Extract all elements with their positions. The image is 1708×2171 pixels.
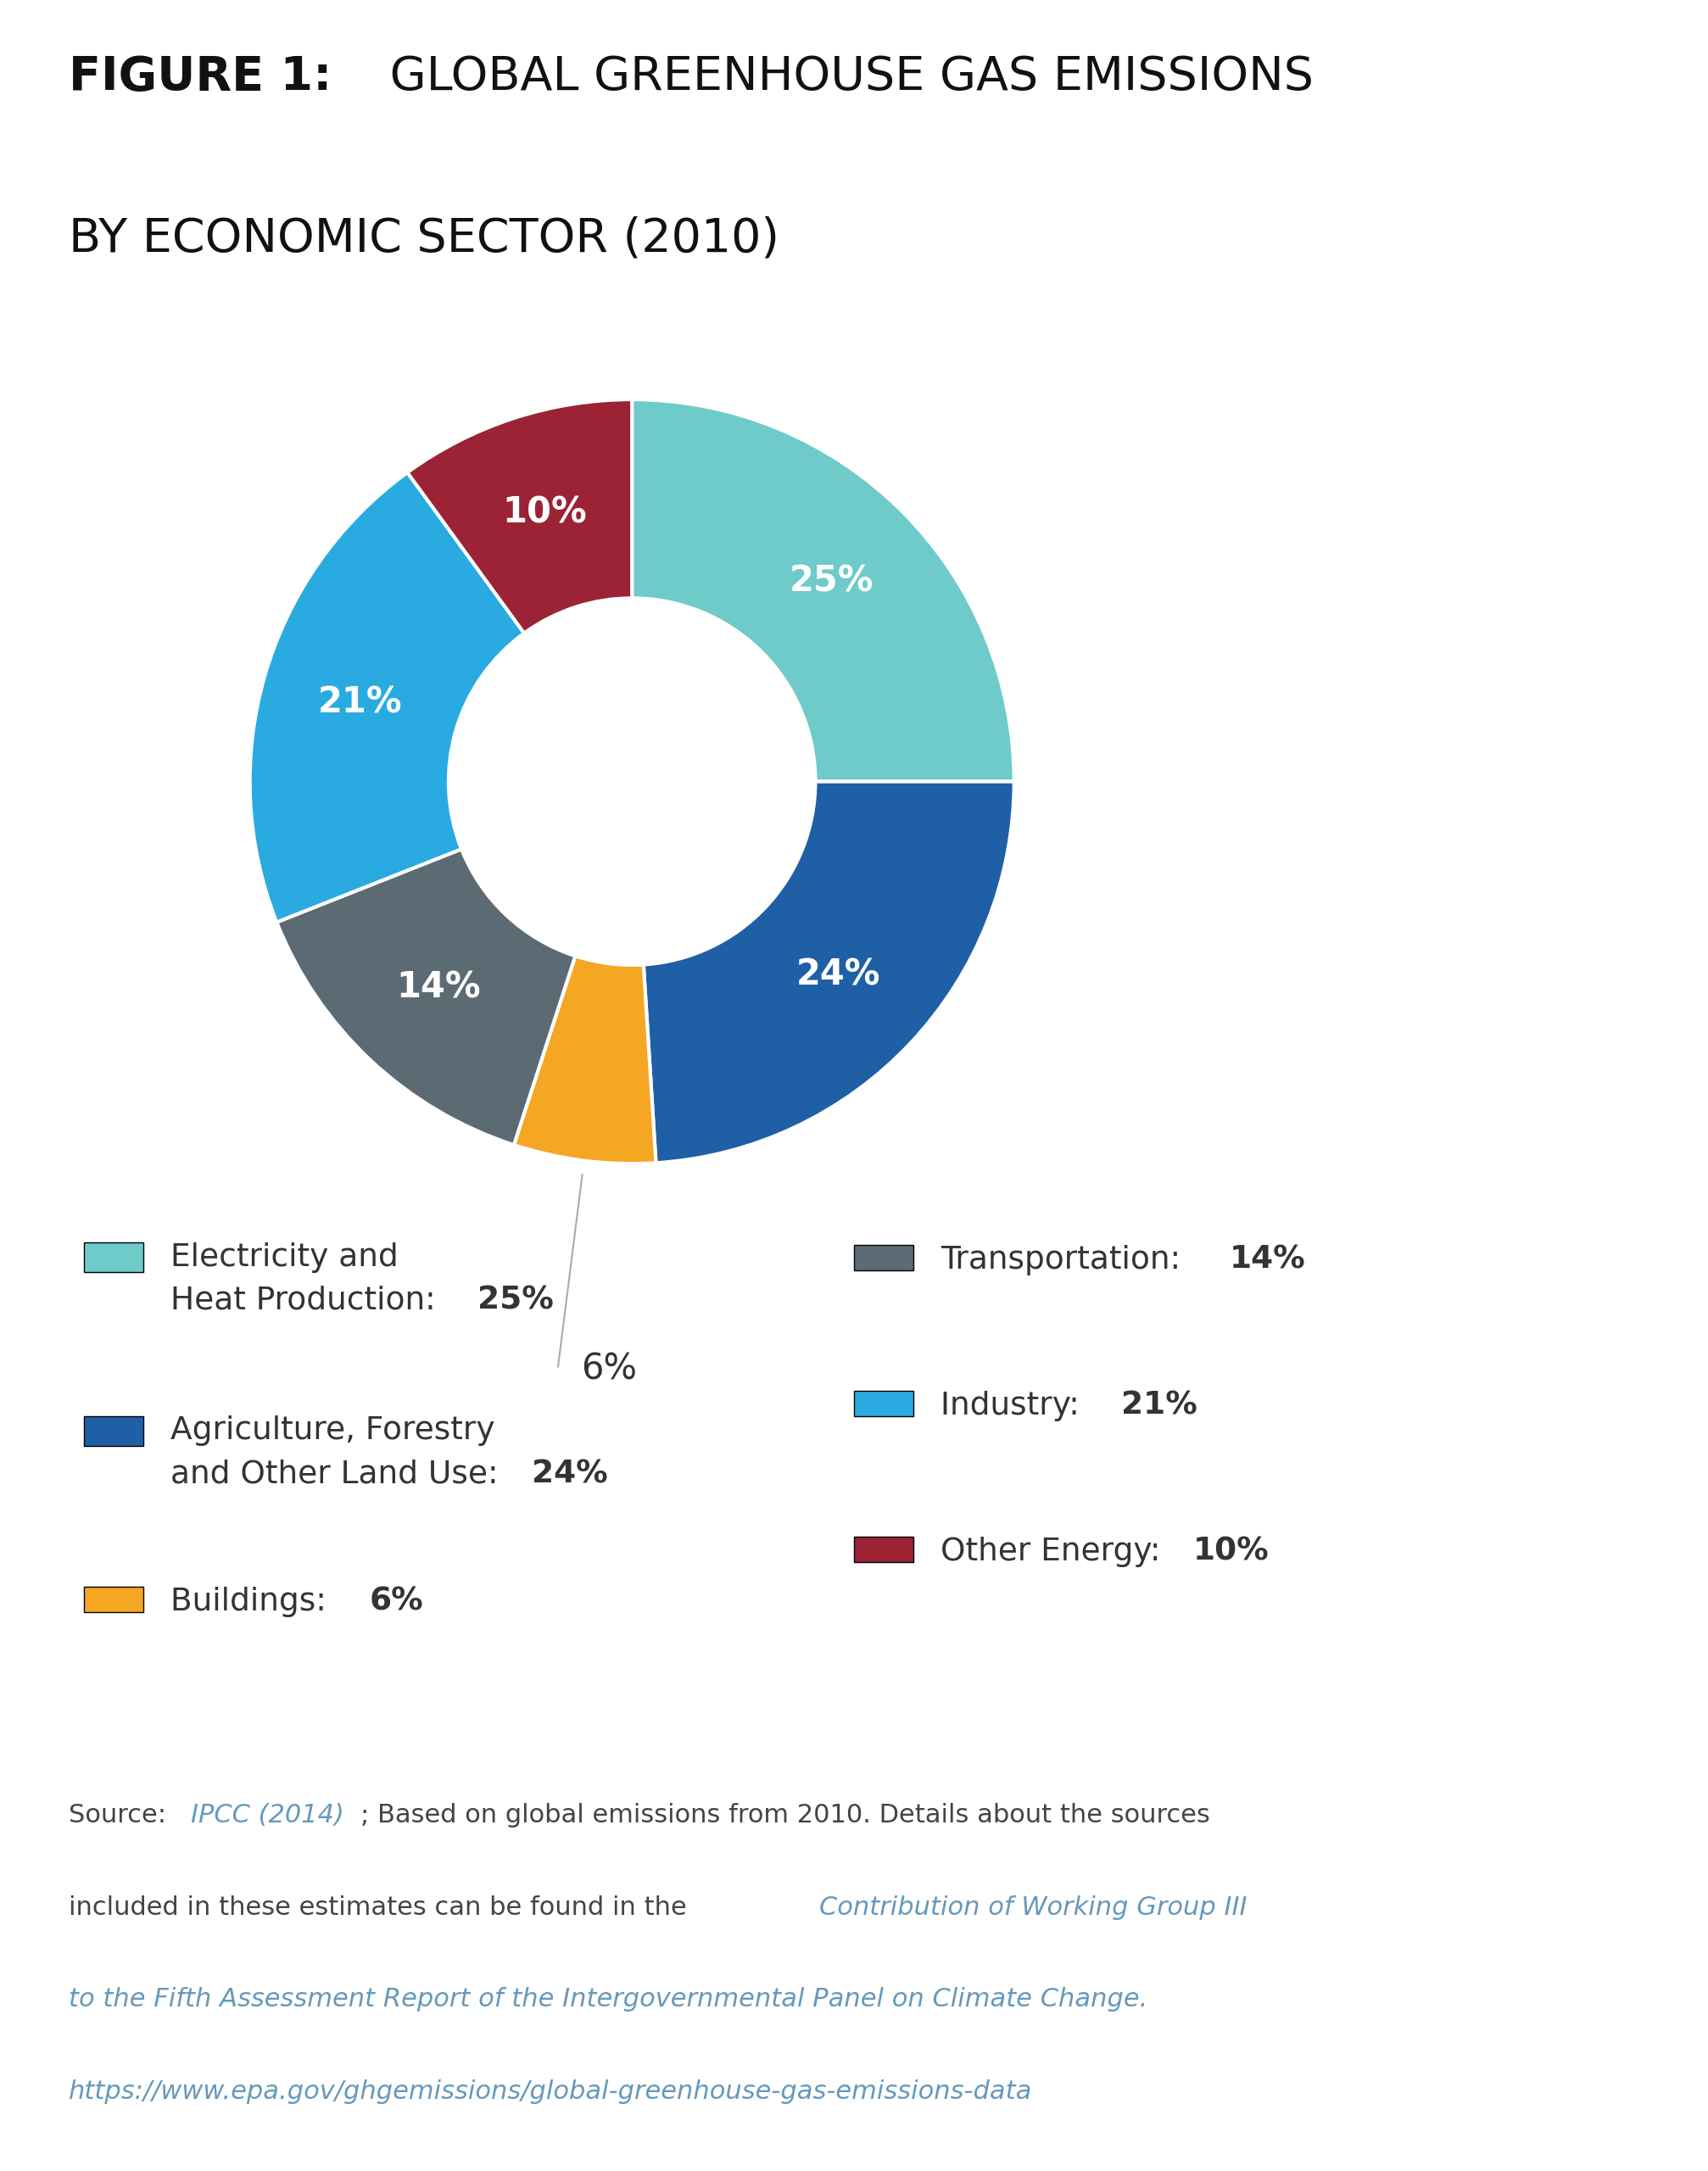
FancyBboxPatch shape — [84, 1587, 143, 1611]
Wedge shape — [277, 849, 576, 1144]
Wedge shape — [408, 399, 632, 634]
Wedge shape — [644, 782, 1015, 1164]
Text: Heat Production:: Heat Production: — [171, 1285, 446, 1316]
Text: 21%: 21% — [318, 684, 403, 721]
Text: and Other Land Use:: and Other Land Use: — [171, 1459, 509, 1489]
Text: Electricity and: Electricity and — [171, 1242, 398, 1272]
FancyBboxPatch shape — [84, 1242, 143, 1272]
Text: 10%: 10% — [502, 495, 588, 530]
FancyBboxPatch shape — [854, 1244, 914, 1270]
Text: GLOBAL GREENHOUSE GAS EMISSIONS: GLOBAL GREENHOUSE GAS EMISSIONS — [374, 54, 1313, 100]
Text: FIGURE 1:: FIGURE 1: — [68, 54, 331, 100]
Text: 24%: 24% — [796, 957, 880, 992]
Text: Contribution of Working Group III: Contribution of Working Group III — [820, 1895, 1247, 1919]
Text: 14%: 14% — [396, 970, 480, 1005]
FancyBboxPatch shape — [84, 1415, 143, 1446]
Text: 14%: 14% — [1230, 1244, 1305, 1274]
FancyBboxPatch shape — [854, 1392, 914, 1415]
Text: to the Fifth Assessment Report of the Intergovernmental Panel on Climate Change.: to the Fifth Assessment Report of the In… — [68, 1986, 1148, 2013]
Circle shape — [449, 599, 815, 964]
FancyBboxPatch shape — [854, 1537, 914, 1561]
Text: Source:: Source: — [68, 1802, 174, 1828]
Text: 25%: 25% — [789, 564, 874, 599]
Text: Buildings:: Buildings: — [171, 1587, 336, 1617]
Wedge shape — [249, 473, 524, 923]
Text: Other Energy:: Other Energy: — [941, 1537, 1170, 1567]
Text: 25%: 25% — [478, 1285, 553, 1316]
Text: https://www.epa.gov/ghgemissions/global-greenhouse-gas-emissions-data: https://www.epa.gov/ghgemissions/global-… — [68, 2080, 1032, 2104]
Text: Agriculture, Forestry: Agriculture, Forestry — [171, 1415, 495, 1446]
Wedge shape — [632, 399, 1015, 782]
Wedge shape — [514, 955, 656, 1164]
Text: IPCC (2014): IPCC (2014) — [191, 1802, 345, 1828]
Text: Industry:: Industry: — [941, 1392, 1090, 1422]
Text: ; Based on global emissions from 2010. Details about the sources: ; Based on global emissions from 2010. D… — [360, 1802, 1211, 1828]
Text: 6%: 6% — [369, 1587, 424, 1617]
Text: included in these estimates can be found in the: included in these estimates can be found… — [68, 1895, 695, 1919]
Text: 6%: 6% — [581, 1350, 637, 1387]
Text: Transportation:: Transportation: — [941, 1244, 1190, 1274]
Text: 21%: 21% — [1120, 1392, 1197, 1422]
Text: 24%: 24% — [531, 1459, 608, 1489]
Text: BY ECONOMIC SECTOR (2010): BY ECONOMIC SECTOR (2010) — [68, 215, 779, 261]
Text: 10%: 10% — [1194, 1537, 1269, 1567]
